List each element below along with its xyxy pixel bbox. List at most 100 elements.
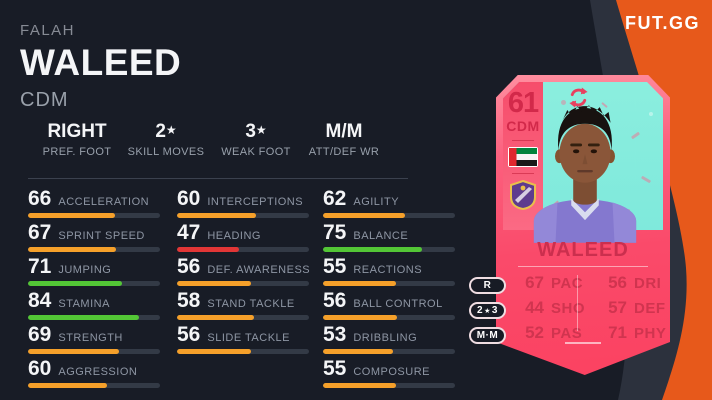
card-stat-pas: 52 PAS — [521, 323, 583, 348]
card-player-name: WALEED — [537, 239, 629, 261]
stat-value: 60 — [177, 187, 201, 210]
stat-row-ball-control: 56 BALL CONTROL — [323, 290, 457, 324]
stat-value: 84 — [28, 289, 52, 312]
stat-row-aggression: 60 AGGRESSION — [28, 358, 162, 392]
stat-line: 56 BALL CONTROL — [323, 290, 457, 312]
stat-label: STAMINA — [58, 298, 110, 310]
player-photo — [533, 105, 637, 243]
stat-label: AGILITY — [353, 196, 400, 208]
stat-line: 84 STAMINA — [28, 290, 162, 312]
player-first-name: FALAH — [20, 22, 76, 39]
player-last-name: WALEED — [20, 42, 182, 83]
card-stat-value: 71 — [608, 323, 627, 342]
stat-label: DEF. AWARENESS — [207, 264, 311, 276]
stat-bar-track — [177, 247, 309, 252]
card-rating: 61 — [507, 87, 539, 119]
section-divider — [28, 178, 408, 179]
stat-label: JUMPING — [58, 264, 112, 276]
stat-bar-fill — [177, 213, 257, 218]
stat-bar-fill — [177, 349, 251, 354]
meta-skill-moves: 2★ SKILL MOVES — [110, 121, 222, 158]
confetti-decoration — [561, 100, 566, 105]
meta-label: WEAK FOOT — [221, 146, 291, 158]
stat-value: 66 — [28, 187, 52, 210]
stat-line: 71 JUMPING — [28, 256, 162, 278]
stat-bar-track — [323, 315, 455, 320]
card-badge-r: R — [469, 277, 506, 294]
card-more-indicator — [565, 342, 601, 344]
meta-value: 3★ — [245, 121, 267, 142]
stat-value: 75 — [323, 221, 347, 244]
stat-line: 62 AGILITY — [323, 188, 457, 210]
card-stat-def: 57 DEF — [604, 298, 666, 323]
stat-bar-track — [28, 213, 160, 218]
stat-value: 55 — [323, 255, 347, 278]
stat-row-interceptions: 60 INTERCEPTIONS — [177, 188, 311, 222]
stat-row-def-awareness: 56 DEF. AWARENESS — [177, 256, 311, 290]
stat-bar-fill — [28, 247, 117, 252]
stat-label: SLIDE TACKLE — [207, 332, 290, 344]
stat-row-balance: 75 BALANCE — [323, 222, 457, 256]
stat-value: 67 — [28, 221, 52, 244]
stat-row-heading: 47 HEADING — [177, 222, 311, 256]
stat-value: 55 — [323, 357, 347, 380]
player-header: FALAH WALEED CDM — [20, 22, 181, 112]
stat-bar-track — [28, 383, 160, 388]
stat-bar-fill — [177, 247, 240, 252]
stat-bar-fill — [28, 349, 120, 354]
stat-label: DRIBBLING — [353, 332, 418, 344]
stat-label: COMPOSURE — [353, 366, 430, 378]
stat-value: 53 — [323, 323, 347, 346]
stat-bar-fill — [323, 349, 393, 354]
card-stat-value: 67 — [525, 273, 544, 292]
stat-bar-track — [28, 281, 160, 286]
stat-bar-track — [323, 281, 455, 286]
card-stat-sho: 44 SHO — [521, 298, 586, 323]
card-rating-strip: 61 CDM — [503, 82, 543, 230]
stat-bar-fill — [323, 383, 396, 388]
stat-line: 58 STAND TACKLE — [177, 290, 311, 312]
stat-line: 47 HEADING — [177, 222, 311, 244]
stat-line: 75 BALANCE — [323, 222, 457, 244]
stat-bar-fill — [177, 281, 251, 286]
stat-column: 62 AGILITY 75 BALANCE 55 REACTIONS 56 BALL CONT… — [323, 188, 457, 392]
stat-bar-fill — [323, 281, 396, 286]
card-face-stats: 67 PAC 44 SHO 52 PAS 56 DRI 57 DEF 71 PHY — [496, 273, 670, 348]
stat-row-composure: 55 COMPOSURE — [323, 358, 457, 392]
stat-row-stand-tackle: 58 STAND TACKLE — [177, 290, 311, 324]
card-stats-right: 56 DRI 57 DEF 71 PHY — [583, 273, 666, 348]
stat-bar-track — [177, 349, 309, 354]
stat-row-slide-tackle: 56 SLIDE TACKLE — [177, 324, 311, 358]
stat-line: 67 SPRINT SPEED — [28, 222, 162, 244]
uae-flag-icon — [508, 147, 538, 167]
stat-value: 62 — [323, 187, 347, 210]
stat-value: 58 — [177, 289, 201, 312]
card-badge-2-3: 2 ★ 3 — [469, 302, 506, 319]
meta-label: ATT/DEF WR — [308, 146, 380, 158]
card-stat-label: SHO — [551, 300, 586, 317]
strip-divider — [512, 140, 534, 141]
card-position: CDM — [506, 118, 540, 134]
futgg-logo[interactable]: FUT.GG — [625, 13, 700, 33]
stat-bar-fill — [323, 315, 397, 320]
card-stat-label: DRI — [634, 275, 662, 292]
card-stats-left: 67 PAC 44 SHO 52 PAS — [496, 273, 586, 348]
confetti-decoration — [649, 112, 653, 116]
stat-bar-fill — [323, 213, 405, 218]
stat-row-dribbling: 53 DRIBBLING — [323, 324, 457, 358]
stat-row-sprint-speed: 67 SPRINT SPEED — [28, 222, 162, 256]
card-name-divider — [518, 266, 648, 267]
stat-bar-track — [177, 281, 309, 286]
card-stats-divider — [577, 275, 578, 331]
card-stat-label: PAC — [551, 275, 584, 292]
stat-label: BALANCE — [353, 230, 409, 242]
stat-bar-track — [323, 349, 455, 354]
stat-value: 56 — [177, 255, 201, 278]
stat-line: 66 ACCELERATION — [28, 188, 162, 210]
stat-column: 66 ACCELERATION 67 SPRINT SPEED 71 JUMPING 84 S… — [28, 188, 162, 392]
card-stat-label: PAS — [551, 325, 583, 342]
stat-label: BALL CONTROL — [353, 298, 443, 310]
meta-label: SKILL MOVES — [127, 146, 205, 158]
stat-label: INTERCEPTIONS — [207, 196, 304, 208]
